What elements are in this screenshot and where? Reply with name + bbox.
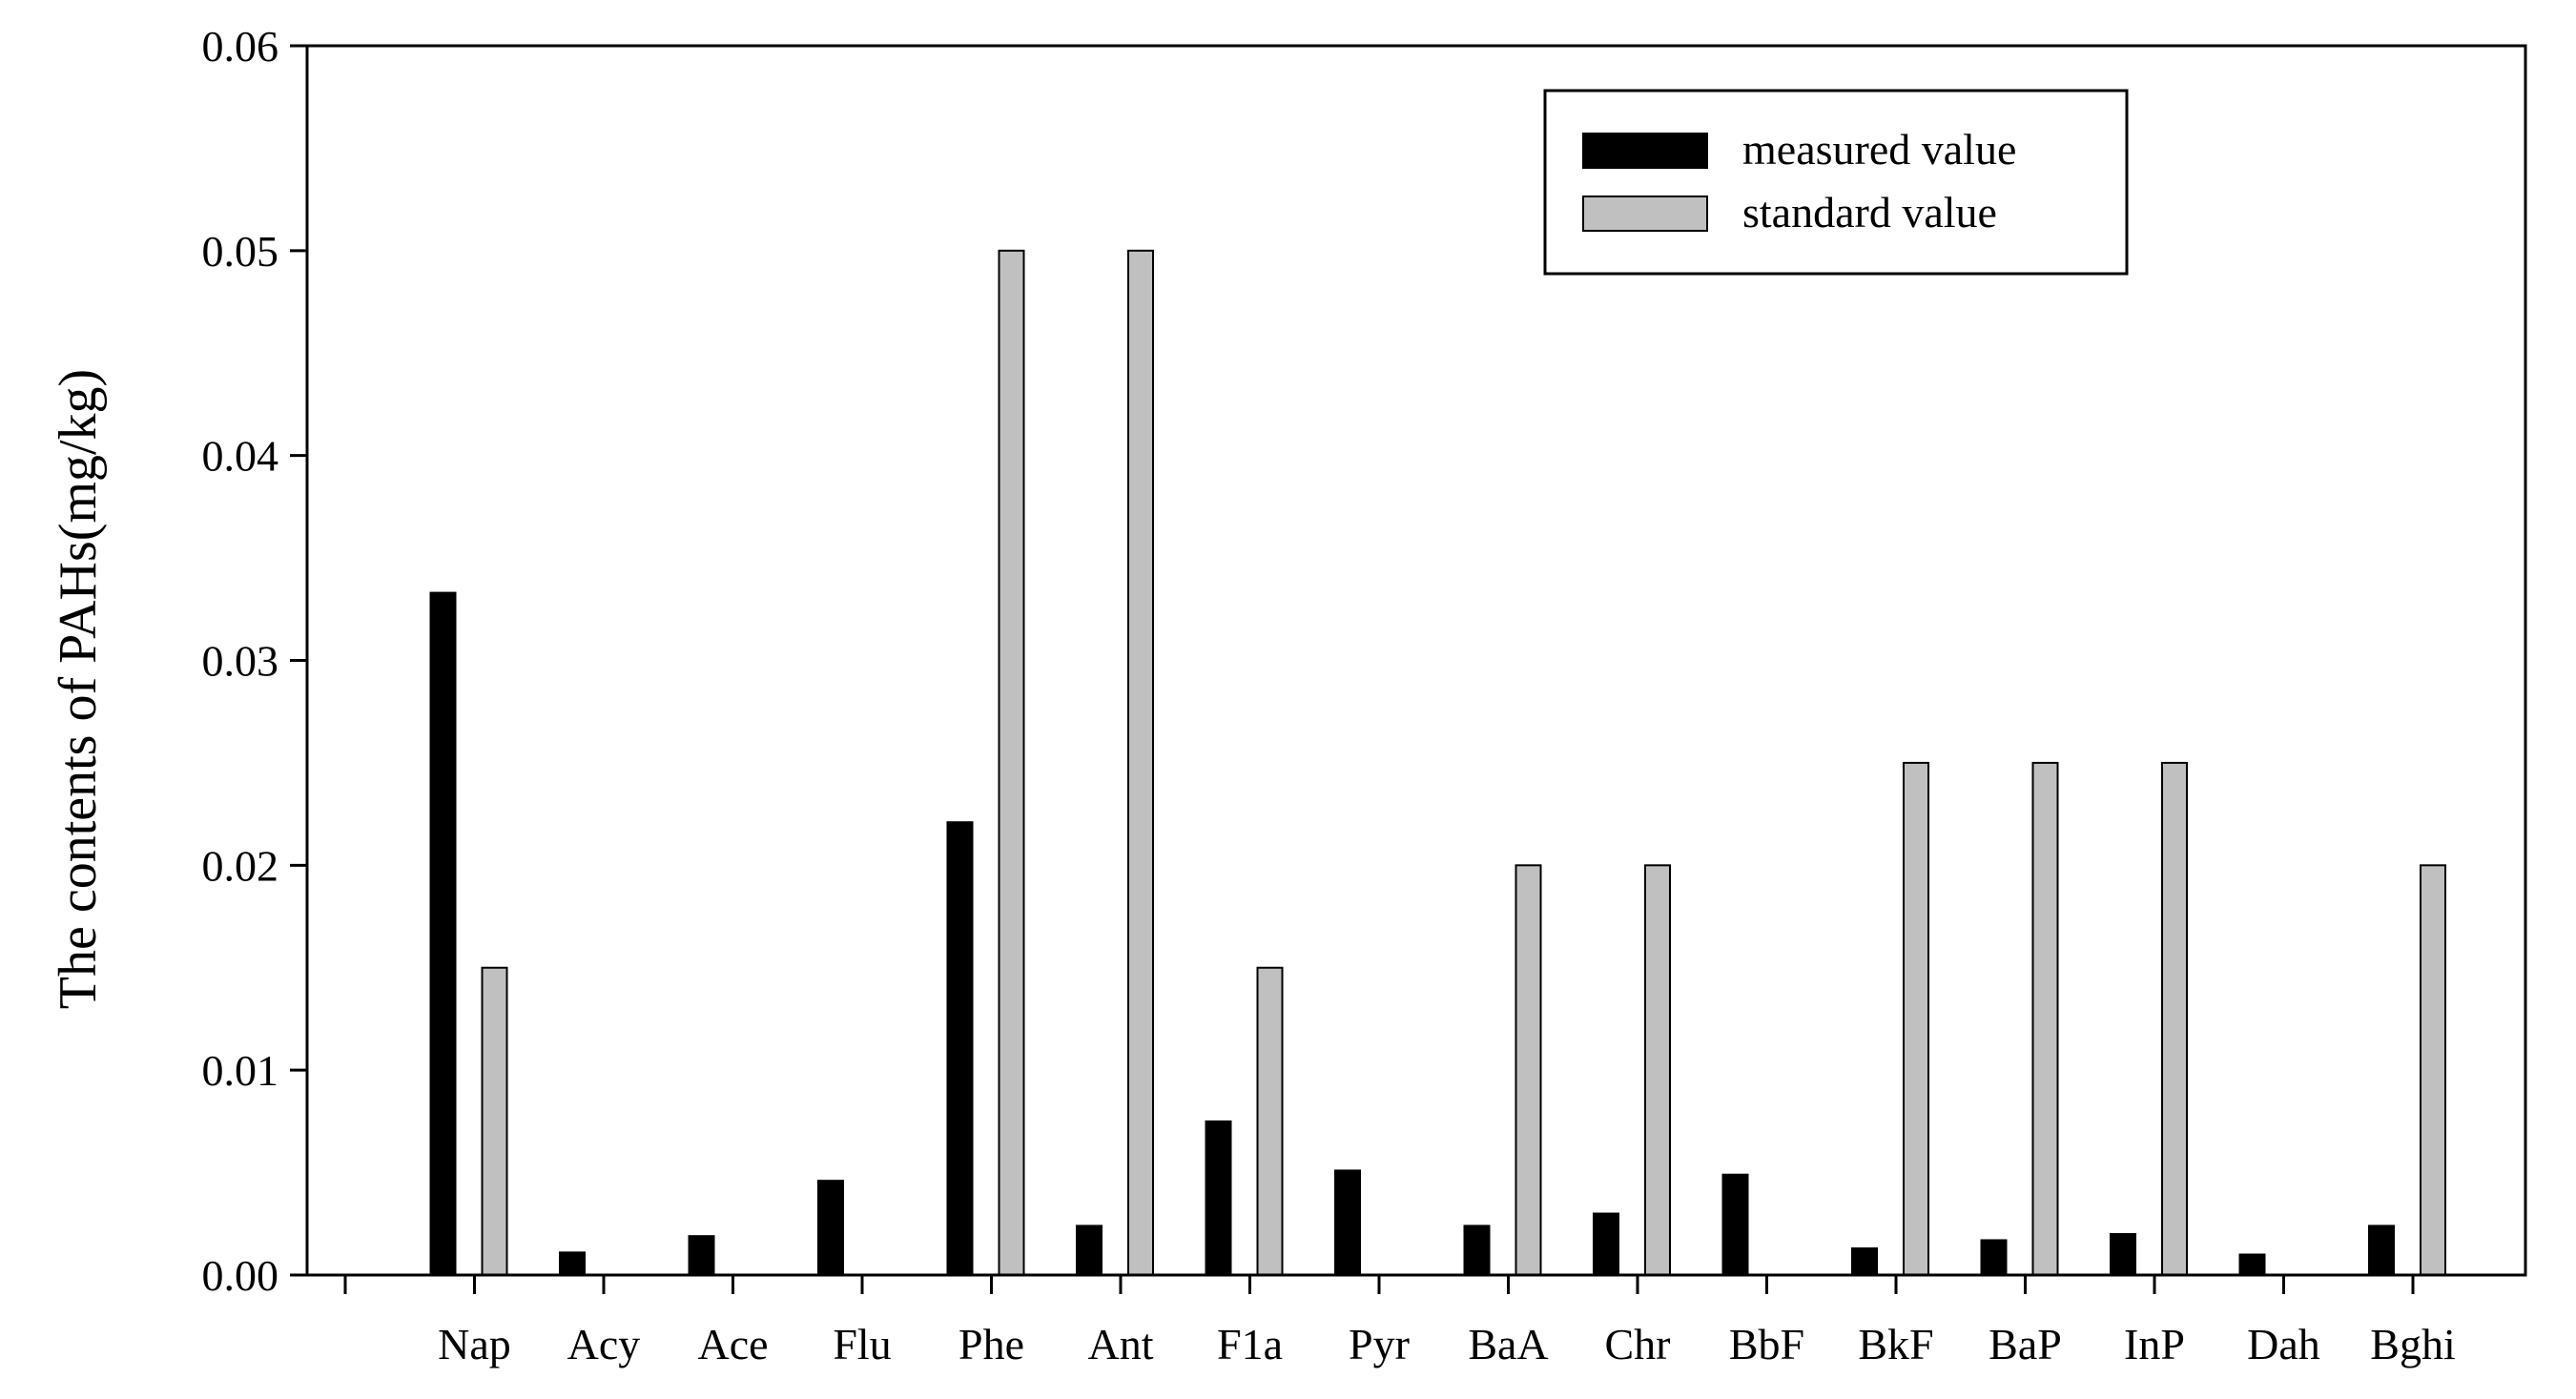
legend: measured value standard value [1543, 89, 2129, 276]
x-category-label: BbF [1729, 1320, 1804, 1368]
bar-measured-baa [1463, 1224, 1491, 1276]
x-axis-ticks: Nap Acy Ace Flu Phe Ant F1a Pyr BaA Chr BbF BkF BaP I… [343, 1275, 2456, 1368]
bar-measured-dah [2238, 1253, 2266, 1277]
bar-standard-inp [2161, 761, 2188, 1276]
x-category-label: Chr [1605, 1320, 1671, 1368]
x-category-label: BaP [1989, 1320, 2062, 1368]
legend-label-measured: measured value [1742, 125, 2016, 174]
legend-box [1543, 89, 2129, 276]
bar-measured-phe [946, 821, 974, 1276]
bar-standard-nap [481, 966, 508, 1276]
y-tick-label: 0.03 [202, 637, 279, 686]
y-tick-label: 0.04 [202, 432, 279, 481]
x-category-label: Bghi [2370, 1320, 2455, 1368]
bar-measured-f1a [1205, 1120, 1232, 1276]
bar-measured-bghi [2368, 1224, 2395, 1276]
bar-standard-phe [998, 249, 1025, 1276]
bar-standard-ant [1127, 249, 1154, 1276]
plot-area-frame [305, 44, 2527, 1277]
x-category-label: Phe [958, 1320, 1024, 1368]
y-tick-label: 0.00 [202, 1251, 279, 1300]
x-category-label: Pyr [1349, 1320, 1410, 1368]
bar-measured-flu [817, 1180, 844, 1276]
y-axis-title: The contents of PAHs(mg/kg) [49, 369, 108, 1009]
legend-label-standard: standard value [1742, 188, 1997, 237]
bar-measured-chr [1593, 1212, 1619, 1277]
x-category-label: BkF [1858, 1320, 1933, 1368]
bar-standard-bghi [2420, 864, 2446, 1276]
x-category-label: Nap [438, 1320, 511, 1368]
bar-measured-ace [688, 1235, 715, 1276]
y-tick-label: 0.02 [202, 841, 279, 890]
bar-measured-inp [2110, 1233, 2136, 1276]
x-category-label: Flu [833, 1320, 891, 1368]
bar-standard-bap [2031, 761, 2059, 1276]
bar-standard-baa [1515, 864, 1542, 1276]
bar-standard-f1a [1256, 966, 1284, 1276]
bar-measured-bap [1980, 1239, 2008, 1277]
bar-measured-pyr [1334, 1169, 1361, 1277]
x-category-label: Ant [1088, 1320, 1154, 1368]
x-category-label: F1a [1217, 1320, 1283, 1368]
bar-standard-chr [1644, 864, 1671, 1276]
bar-measured-bbf [1721, 1173, 1749, 1277]
legend-swatch-measured [1582, 133, 1708, 169]
bars-group [429, 249, 2446, 1277]
bar-measured-acy [559, 1251, 586, 1276]
y-tick-label: 0.05 [202, 227, 279, 276]
x-category-label: InP [2124, 1320, 2185, 1368]
bar-measured-bkf [1851, 1247, 1878, 1276]
bar-standard-bkf [1903, 761, 1929, 1276]
legend-swatch-standard [1582, 195, 1708, 232]
y-axis-ticks: 0.00 0.01 0.02 0.03 0.04 0.05 0.06 [202, 22, 307, 1300]
x-category-label: Ace [697, 1320, 768, 1368]
x-category-label: Dah [2247, 1320, 2320, 1368]
bar-measured-nap [429, 591, 457, 1276]
y-tick-label: 0.01 [202, 1046, 279, 1095]
x-category-label: Acy [567, 1320, 641, 1368]
x-category-label: BaA [1468, 1320, 1548, 1368]
bar-measured-ant [1076, 1224, 1103, 1276]
y-tick-label: 0.06 [202, 22, 279, 71]
